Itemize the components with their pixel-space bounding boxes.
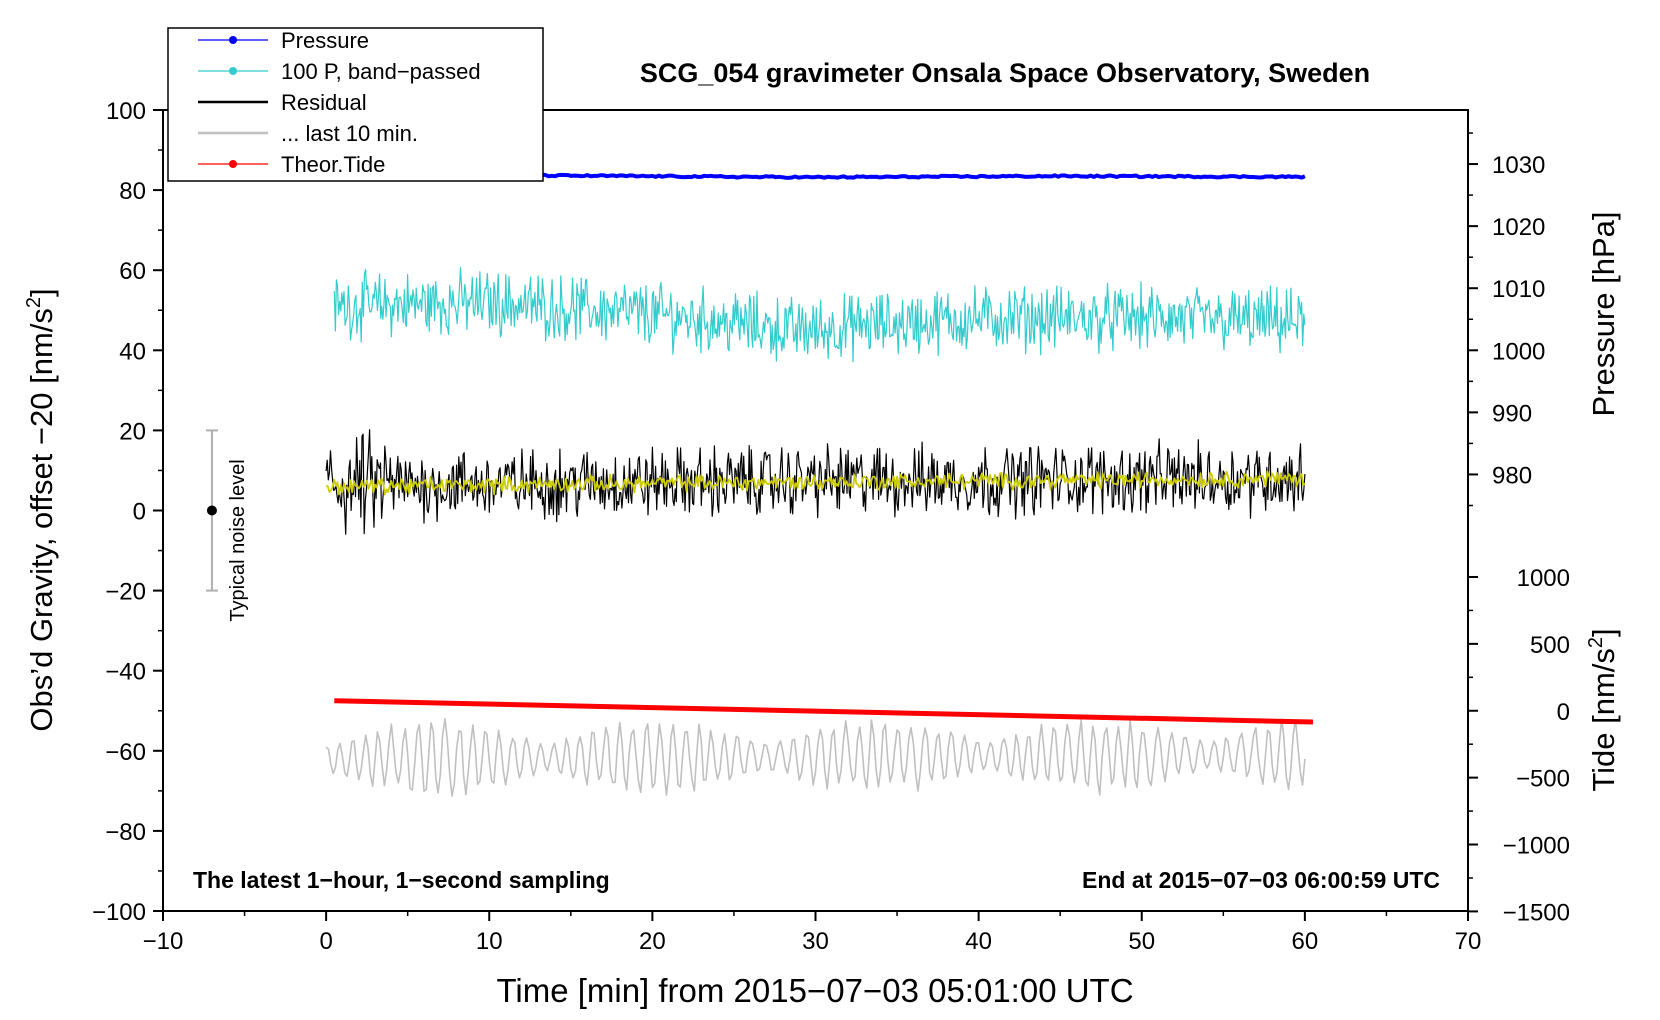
y-tick-label: −20 (105, 579, 146, 606)
series-line (325, 717, 1306, 797)
pressure-tick-label: 1000 (1492, 338, 1545, 365)
legend-box (167, 27, 544, 182)
y-axis-label-sup: 2 (23, 297, 45, 308)
x-tick-label: 70 (1455, 928, 1482, 955)
tide-tick-label: −1000 (1503, 833, 1570, 860)
series-layer (325, 172, 1314, 797)
series-line (334, 698, 1314, 725)
series-line (333, 267, 1306, 363)
y-tick-label: 0 (133, 499, 146, 526)
pressure-tick-label: 990 (1492, 400, 1532, 427)
x-tick-label: 30 (802, 928, 829, 955)
legend: Pressure 100 P, band−passed Residual ... la… (167, 27, 544, 182)
y-axis-label: Obs’d Gravity, offset −20 [nm/s2] (23, 288, 59, 731)
tide-axis-label-main: Tide [nm/s (1586, 648, 1621, 792)
tide-tick-label: 500 (1530, 632, 1570, 659)
tide-tick-label: 1000 (1517, 565, 1570, 592)
y-tick-label: 20 (119, 418, 146, 445)
pressure-tick-label: 1020 (1492, 214, 1545, 241)
pressure-axis-label: Pressure [hPa] (1586, 211, 1621, 416)
noise-indicator: Typical noise level (205, 429, 249, 622)
legend-marker (229, 36, 237, 44)
y-tick-label: 60 (119, 258, 146, 285)
y-tick-label: 40 (119, 338, 146, 365)
chart-title: SCG_054 gravimeter Onsala Space Observat… (640, 58, 1370, 88)
noise-center-dot (206, 505, 217, 516)
x-tick-label: 10 (476, 928, 503, 955)
y-tick-label: 100 (106, 98, 146, 125)
x-tick-label: 20 (639, 928, 666, 955)
tide-axis-label-end: ] (1586, 628, 1621, 637)
legend-label: Theor.Tide (281, 152, 385, 177)
tide-tick-label: −1500 (1503, 899, 1570, 926)
x-tick-label: 0 (319, 928, 332, 955)
pressure-tick-label: 1010 (1492, 276, 1545, 303)
x-tick-label: 60 (1292, 928, 1319, 955)
noise-label: Typical noise level (227, 459, 249, 621)
y-tick-label: −40 (105, 659, 146, 686)
y-axis-label-main: Obs’d Gravity, offset −20 [nm/s (24, 308, 59, 732)
legend-marker (229, 160, 237, 168)
legend-marker (229, 67, 237, 75)
legend-label: Residual (281, 90, 367, 115)
axis-layer: −10 0 10 20 30 40 50 60 70−100−80−60−40−20020406… (92, 98, 1570, 955)
legend-label: ... last 10 min. (281, 121, 418, 146)
tide-axis-label: Tide [nm/s2] (1585, 628, 1621, 791)
y-tick-label: −80 (105, 819, 146, 846)
tide-tick-label: 0 (1557, 699, 1570, 726)
x-tick-label: −10 (143, 928, 184, 955)
y-tick-label: −100 (92, 899, 146, 926)
pressure-tick-label: 980 (1492, 462, 1532, 489)
x-tick-label: 50 (1128, 928, 1155, 955)
y-tick-label: −60 (105, 739, 146, 766)
y-axis-label-end: ] (24, 288, 59, 297)
legend-label: Pressure (281, 28, 369, 53)
x-axis-label: Time [min] from 2015−07−03 05:01:00 UTC (496, 972, 1133, 1009)
series-line (325, 429, 1306, 535)
pressure-tick-label: 1030 (1492, 152, 1545, 179)
tide-tick-label: −500 (1516, 766, 1570, 793)
annotation-sampling: The latest 1−hour, 1−second sampling (193, 867, 610, 893)
x-tick-label: 40 (965, 928, 992, 955)
tide-axis-label-sup: 2 (1585, 637, 1607, 648)
annotation-end-time: End at 2015−07−03 06:00:59 UTC (1082, 867, 1440, 893)
series-line (325, 470, 1306, 496)
legend-label: 100 P, band−passed (281, 59, 481, 84)
y-tick-label: 80 (119, 178, 146, 205)
